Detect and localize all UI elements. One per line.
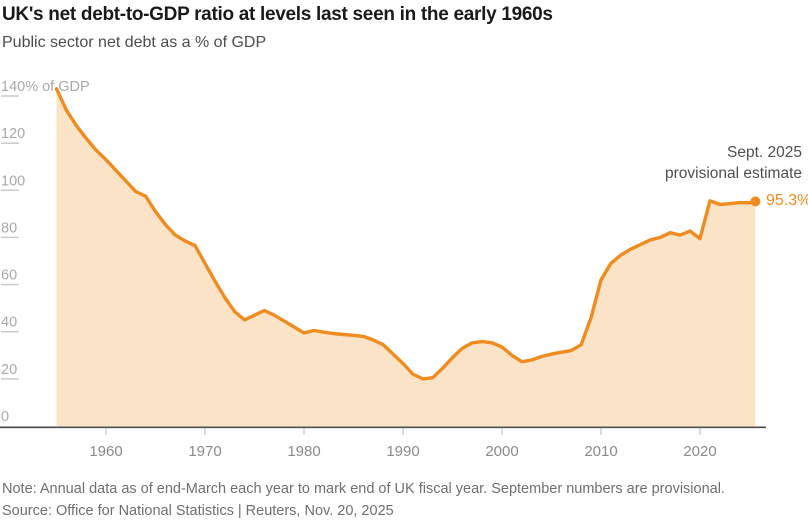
y-axis-label: 40: [1, 315, 17, 331]
y-axis-label: 140% of GDP: [1, 79, 90, 95]
y-axis-label: 80: [1, 220, 17, 236]
chart-source: Source: Office for National Statistics |…: [2, 503, 394, 519]
y-axis-label: 120: [1, 126, 25, 142]
chart-subtitle: Public sector net debt as a % of GDP: [2, 34, 267, 51]
annotation-line-1: Sept. 2025: [727, 144, 802, 161]
x-axis-label: 1960: [89, 443, 122, 460]
x-axis-label: 1970: [188, 443, 221, 460]
annotation-line-2: provisional estimate: [665, 165, 802, 182]
x-axis-label: 2010: [584, 443, 617, 460]
debt-line: [54, 87, 758, 381]
y-axis-label: 100: [1, 173, 25, 189]
y-axis-label: 0: [1, 409, 9, 425]
chart-note: Note: Annual data as of end-March each y…: [2, 481, 725, 497]
x-axis-label: 1990: [386, 443, 419, 460]
x-axis-label: 2000: [485, 443, 518, 460]
end-point-annotation: Sept. 2025 provisional estimate: [542, 142, 802, 184]
end-point-value-label: 95.3%: [766, 192, 808, 209]
end-point-marker: [750, 196, 761, 207]
y-axis-label: 60: [1, 268, 17, 284]
y-axis-label: 20: [1, 362, 17, 378]
x-axis-label: 2020: [683, 443, 716, 460]
x-axis-label: 1980: [287, 443, 320, 460]
chart-title: UK's net debt-to-GDP ratio at levels las…: [2, 4, 553, 25]
area-fill: [56, 88, 756, 427]
